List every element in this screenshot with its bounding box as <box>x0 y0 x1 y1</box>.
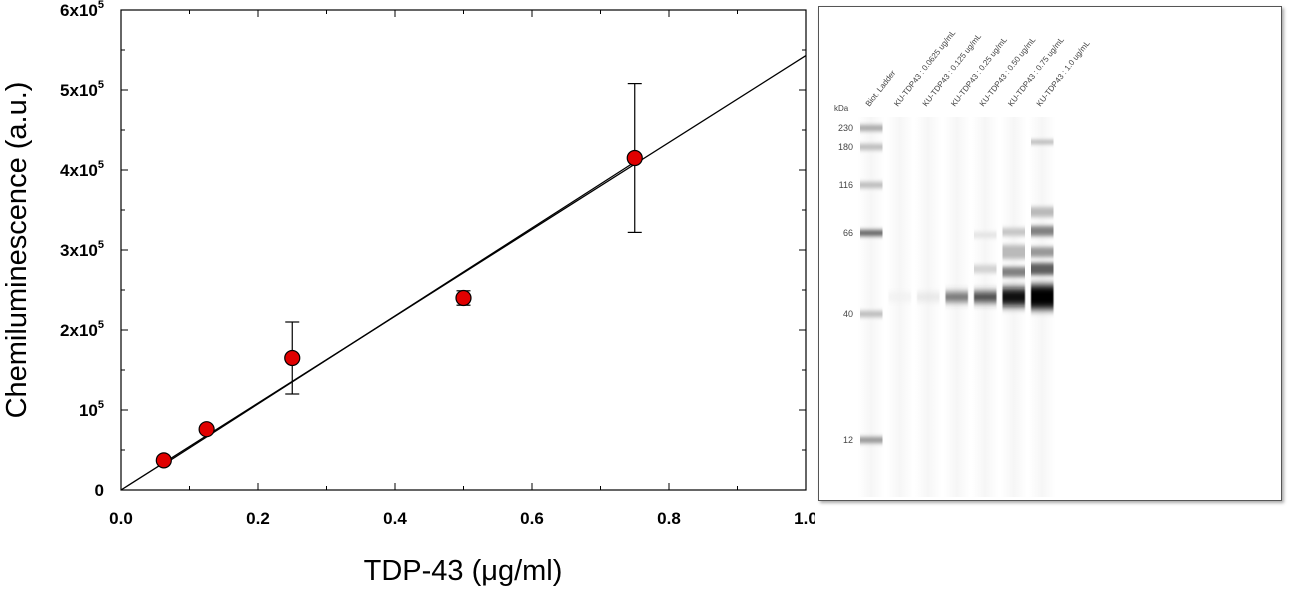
protein-smear <box>974 265 997 273</box>
data-point <box>626 149 643 167</box>
blot-lanes <box>858 117 1056 497</box>
y-tick-label: 0 <box>95 481 104 500</box>
y-tick-label: 6x105 <box>60 0 104 20</box>
y-tick-mantissa: 4x10 <box>60 161 98 180</box>
y-tick-label: 105 <box>79 399 104 420</box>
y-tick-mantissa: 5x10 <box>60 81 98 100</box>
data-point <box>155 452 172 469</box>
y-tick-mantissa: 6x10 <box>60 1 98 20</box>
protein-smear <box>1031 207 1054 217</box>
y-tick-mantissa: 3x10 <box>60 241 98 260</box>
protein-band <box>974 292 997 302</box>
blot-lane-label: KU-TDP43 : 0.25 ug/mL <box>949 35 1009 108</box>
protein-band <box>917 294 940 300</box>
ladder-band <box>860 230 883 236</box>
ladder-band <box>860 144 883 150</box>
blot-bands <box>860 125 1054 443</box>
y-tick-exponent: 5 <box>98 319 104 331</box>
protein-band <box>1002 288 1025 306</box>
y-tick-label: 5x105 <box>60 79 104 100</box>
x-tick-label: 0.8 <box>657 509 681 528</box>
mw-marker-label: 116 <box>839 180 853 190</box>
ladder-band <box>860 125 883 131</box>
kda-label: kDa <box>834 104 849 113</box>
blot-lane <box>972 117 999 497</box>
error-bars <box>285 82 642 395</box>
plot-frame <box>120 9 807 491</box>
y-tick-label: 3x105 <box>60 239 104 260</box>
mw-marker-label: 230 <box>838 123 853 133</box>
blot-mw-markers: 230 180 116 66 40 12 <box>838 123 853 445</box>
protein-band <box>1031 285 1054 309</box>
protein-smear <box>1031 263 1054 275</box>
western-blot-panel: kDa Biot. Ladder KU-TDP43 : 0.0625 ug/mL K… <box>818 6 1282 501</box>
data-point <box>455 289 472 307</box>
protein-smear <box>1031 247 1054 257</box>
blot-lane-label: KU-TDP43 : 0.75 ug/mL <box>1006 35 1066 108</box>
ladder-band <box>860 311 883 317</box>
blot-lane-label: KU-TDP43 : 0.50 ug/mL <box>978 35 1038 108</box>
protein-smear <box>1002 228 1025 236</box>
blot-lane <box>915 117 942 497</box>
y-tick-label: 2x105 <box>60 319 104 340</box>
scatter-chart: 0.0 0.2 0.4 0.6 0.8 1.001052x1053x1054x1055x1… <box>1 0 815 587</box>
x-tick-label: 0.0 <box>109 509 133 528</box>
blot-lane <box>886 117 913 497</box>
mw-marker-label: 40 <box>843 309 853 319</box>
axis-ticks: 0.0 0.2 0.4 0.6 0.8 1.001052x1053x1054x1055x1… <box>60 0 815 528</box>
x-axis-title: TDP-43 (μg/ml) <box>364 555 563 587</box>
protein-band <box>888 294 911 300</box>
y-tick-mantissa: 10 <box>79 401 98 420</box>
ladder-band <box>860 437 883 443</box>
protein-smear <box>1031 140 1054 144</box>
blot-lane-label: KU-TDP43 : 1.0 ug/mL <box>1035 38 1092 108</box>
y-tick-mantissa: 0 <box>95 481 104 500</box>
y-tick-exponent: 5 <box>98 79 104 91</box>
y-tick-label: 4x105 <box>60 159 104 180</box>
y-tick-mantissa: 2x10 <box>60 321 98 340</box>
protein-smear <box>974 232 997 238</box>
fit-1-line <box>120 55 807 491</box>
blot-lane <box>1000 117 1027 497</box>
blot-lane <box>943 117 970 497</box>
mw-marker-label: 180 <box>838 142 853 152</box>
x-tick-label: 1.0 <box>794 509 815 528</box>
x-tick-label: 0.6 <box>520 509 544 528</box>
y-tick-exponent: 5 <box>98 399 104 411</box>
x-tick-label: 0.4 <box>383 509 407 528</box>
y-tick-exponent: 5 <box>98 0 104 11</box>
data-point <box>284 349 301 367</box>
protein-smear <box>1002 245 1025 259</box>
protein-band <box>945 293 968 301</box>
data-points <box>155 149 643 469</box>
fit-2-line <box>163 161 636 465</box>
mw-marker-label: 66 <box>843 228 853 238</box>
y-axis-title: Chemiluminescence (a.u.) <box>1 82 33 419</box>
y-tick-exponent: 5 <box>98 239 104 251</box>
blot-lane <box>858 117 885 497</box>
protein-smear <box>1031 226 1054 236</box>
mw-marker-label: 12 <box>843 435 853 445</box>
x-tick-label: 0.2 <box>246 509 270 528</box>
protein-smear <box>1002 267 1025 277</box>
data-point <box>198 421 215 438</box>
ladder-band <box>860 182 883 188</box>
y-tick-exponent: 5 <box>98 159 104 171</box>
fit-lines <box>120 55 807 491</box>
